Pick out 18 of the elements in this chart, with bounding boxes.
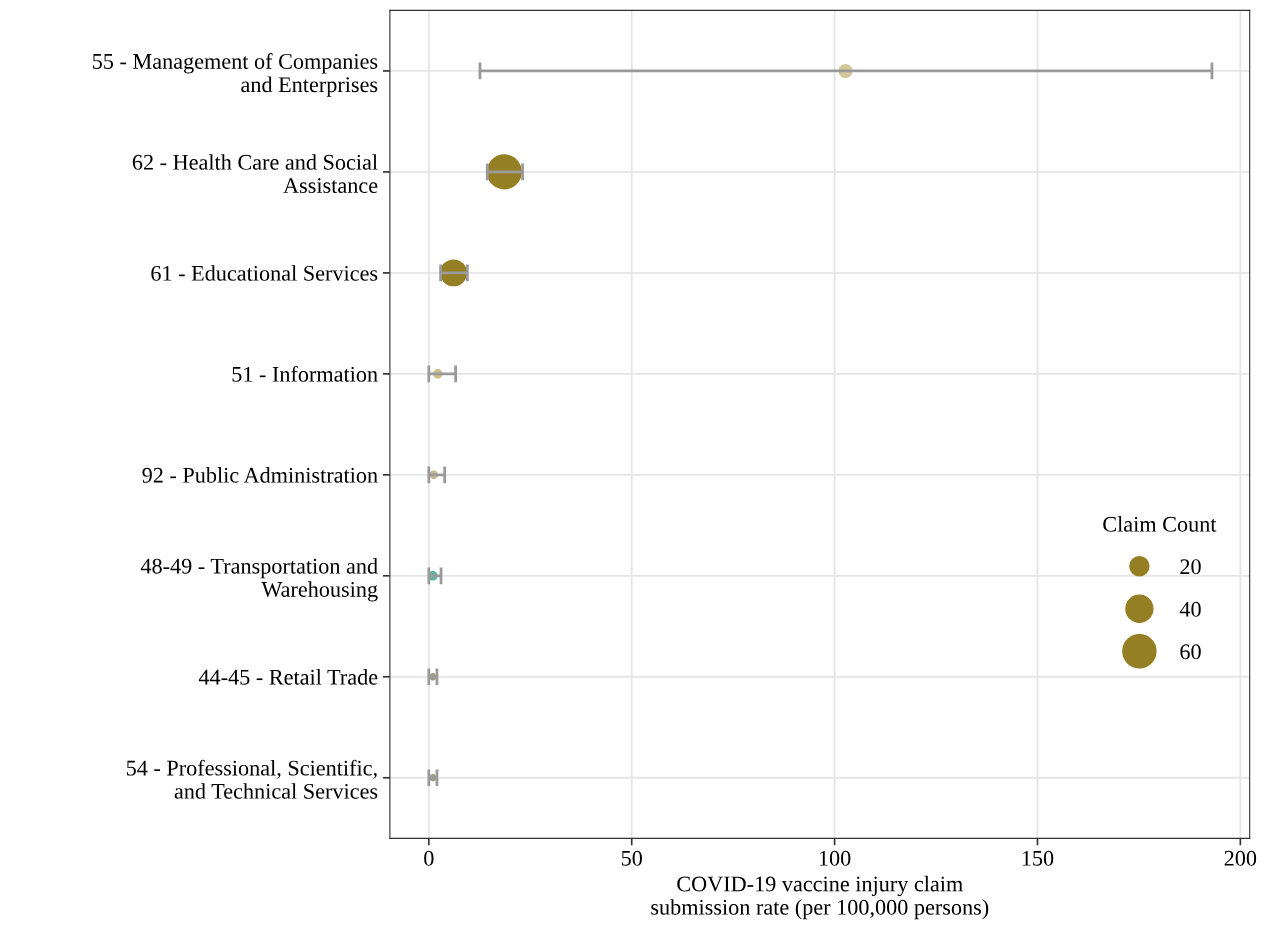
legend-title: Claim Count [1103,516,1217,532]
x-tick-label: 200 [1224,850,1257,866]
y-tick-label: 61 - Educational Services [151,265,378,281]
x-tick-label: 50 [621,850,642,866]
x-axis-title: COVID-19 vaccine injury claim submission rate (per 100,000 persons) [651,875,989,920]
y-tick-label: 92 - Public Administration [142,467,378,483]
x-tick-label: 0 [424,850,434,866]
x-tick-label: 100 [819,850,851,866]
y-tick-label: 44-45 - Retail Trade [198,669,378,685]
legend-label: 20 [1180,559,1201,575]
y-tick-label: 51 - Information [232,365,378,382]
y-tick-label: 54 - Professional, Scientific, and Technical Services [126,759,378,799]
y-tick-label: 55 - Management of Companies and Enterprises [93,53,378,97]
x-tick-label: 150 [1022,850,1054,866]
y-tick-label: 48-49 - Transportation and Warehousing [140,558,378,602]
y-tick-label: 62 - Health Care and Social Assistance [132,154,378,194]
legend-label: 60 [1180,644,1201,660]
legend-label: 40 [1179,601,1201,617]
